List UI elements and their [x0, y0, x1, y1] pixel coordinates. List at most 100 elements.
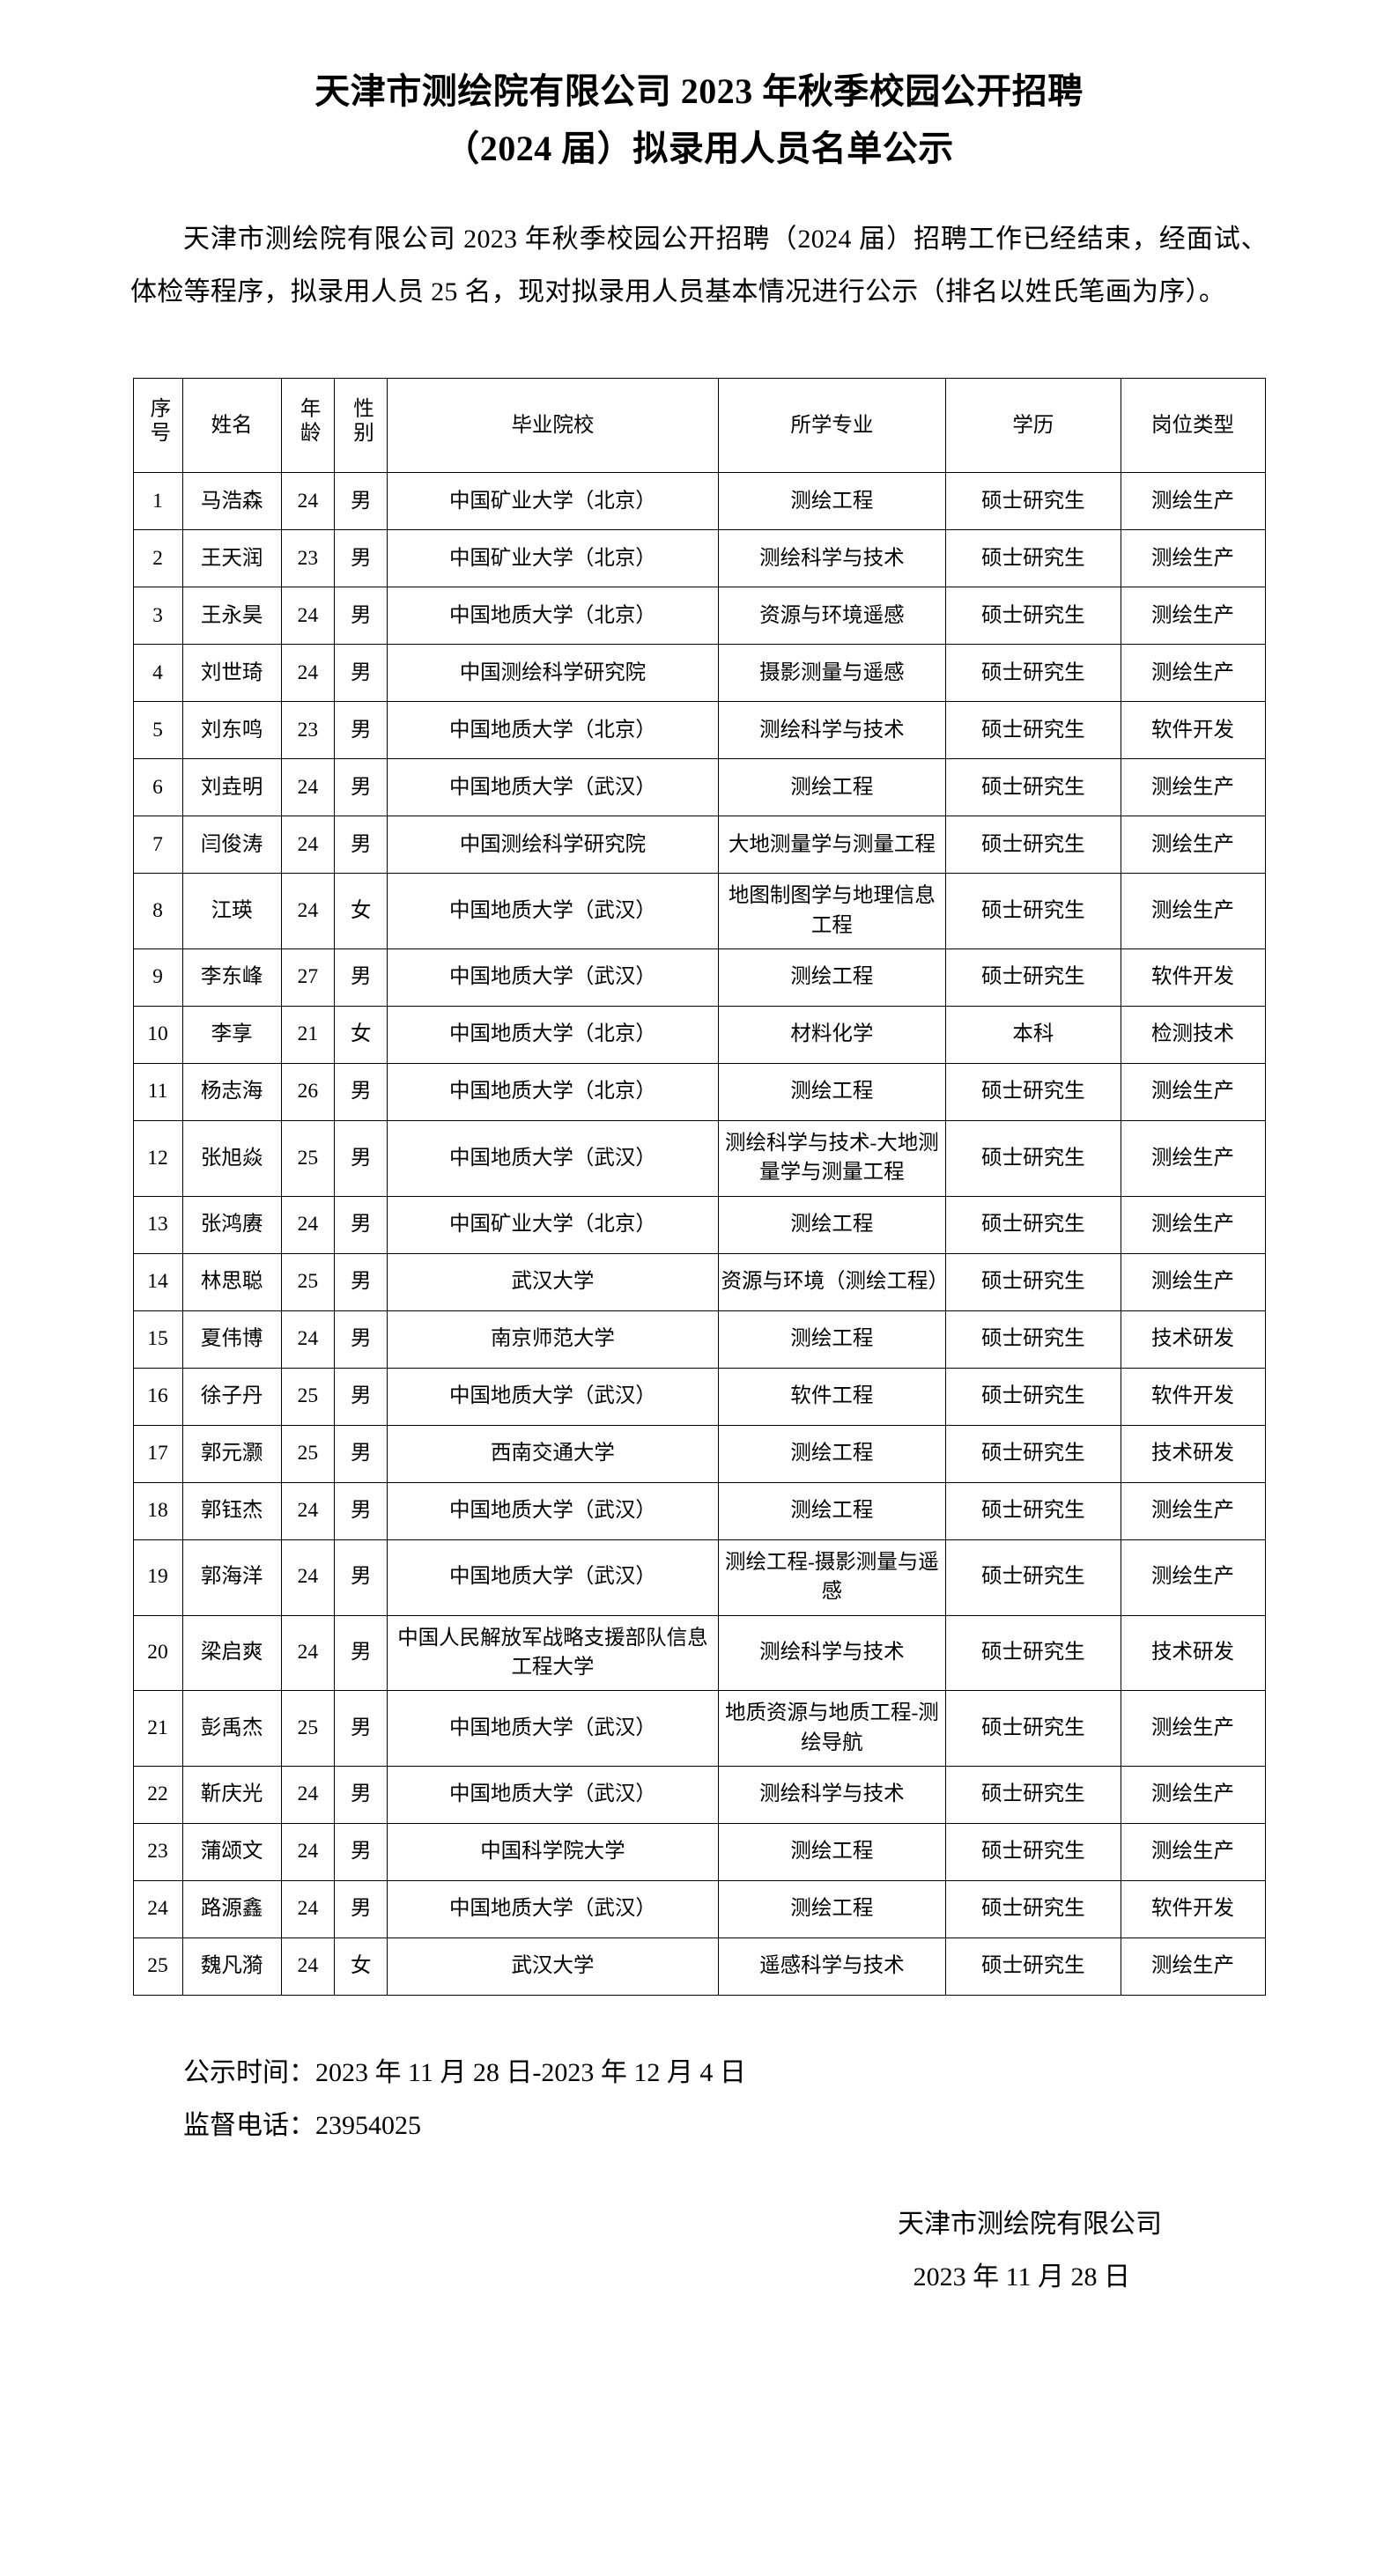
cell-major: 测绘工程	[717, 1481, 947, 1540]
intro-paragraph: 天津市测绘院有限公司 2023 年秋季校园公开招聘（2024 届）招聘工作已经结…	[130, 224, 1268, 307]
cell-name: 张鸿赓	[181, 1195, 282, 1254]
column-header-degree: 学历	[945, 378, 1121, 474]
cell-age: 25	[280, 1424, 336, 1483]
cell-index: 9	[132, 948, 183, 1008]
table-row: 6 刘垚明 24 男中国地质大学（武汉） 测绘工程 硕士研究生 测绘生产	[132, 758, 1266, 817]
table-row: 25 魏凡漪 24 女武汉大学 遥感科学与技术 硕士研究生 测绘生产	[132, 1937, 1266, 1996]
cell-post: 测绘生产	[1120, 873, 1266, 950]
cell-name: 马浩森	[181, 472, 282, 531]
cell-name: 梁启爽	[181, 1614, 282, 1692]
cell-sex: 男	[334, 472, 388, 531]
cell-index: 14	[132, 1252, 183, 1311]
cell-major: 测绘工程	[717, 1879, 947, 1938]
table-row: 24 路源鑫 24 男中国地质大学（武汉） 测绘工程 硕士研究生 软件开发	[132, 1879, 1266, 1938]
cell-age: 25	[280, 1690, 336, 1767]
table-row: 7 闫俊涛 24 男中国测绘科学研究院 大地测量学与测量工程 硕士研究生 测绘生产	[132, 816, 1266, 875]
table-row: 23 蒲颂文 24 男中国科学院大学 测绘工程 硕士研究生 测绘生产	[132, 1822, 1266, 1881]
table-row: 8 江瑛 24 女中国地质大学（武汉） 地图制图学与地理信息工程 硕士研究生 测绘生产	[132, 873, 1266, 950]
cell-degree: 硕士研究生	[945, 1310, 1121, 1369]
column-header-index: 序号	[132, 378, 183, 474]
cell-major: 资源与环境遥感	[717, 587, 947, 646]
cell-sex: 男	[334, 1252, 388, 1311]
cell-major: 测绘工程	[717, 1424, 947, 1483]
cell-major: 测绘工程	[717, 472, 947, 531]
cell-age: 24	[280, 1765, 336, 1824]
cell-sex: 男	[334, 1310, 388, 1369]
cell-age: 24	[280, 644, 336, 703]
column-header-post: 岗位类型	[1120, 378, 1266, 474]
cell-sex: 男	[334, 1822, 388, 1881]
signature-block: 天津市测绘院有限公司 2023 年 11 月 28 日	[130, 2198, 1268, 2304]
cell-index: 3	[132, 587, 183, 646]
cell-age: 23	[280, 529, 336, 588]
table-row: 12 张旭焱 25 男中国地质大学（武汉） 测绘科学与技术-大地测量学与测量工程 硕士研究…	[132, 1120, 1266, 1197]
cell-name: 刘世琦	[181, 644, 282, 703]
cell-major: 测绘科学与技术	[717, 1765, 947, 1824]
cell-sex: 男	[334, 587, 388, 646]
cell-index: 8	[132, 873, 183, 950]
cell-name: 蒲颂文	[181, 1822, 282, 1881]
cell-degree: 硕士研究生	[945, 1195, 1121, 1254]
cell-major: 材料化学	[717, 1006, 947, 1065]
cell-age: 24	[280, 758, 336, 817]
column-header-age-label: 年龄	[296, 396, 320, 446]
cell-index: 17	[132, 1424, 183, 1483]
column-header-major-label: 所学专业	[790, 413, 874, 437]
cell-name: 徐子丹	[181, 1367, 282, 1426]
cell-index: 19	[132, 1539, 183, 1616]
table-row: 2 王天润 23 男中国矿业大学（北京） 测绘科学与技术 硕士研究生 测绘生产	[132, 529, 1266, 588]
cell-sex: 男	[334, 758, 388, 817]
cell-post: 测绘生产	[1120, 1937, 1266, 1996]
cell-school: 中国测绘科学研究院	[387, 816, 719, 875]
cell-school: 中国地质大学（北京）	[387, 1063, 719, 1122]
roster-table: 序号 姓名 年龄 性别 毕业院校 所学专业 学历 岗位类型 1 马浩森 24 男中国矿…	[132, 378, 1266, 1996]
roster-table-head: 序号 姓名 年龄 性别 毕业院校 所学专业 学历 岗位类型	[132, 378, 1266, 474]
cell-school: 中国矿业大学（北京）	[387, 1195, 719, 1254]
cell-name: 郭钰杰	[181, 1481, 282, 1540]
cell-name: 李东峰	[181, 948, 282, 1008]
cell-degree: 硕士研究生	[945, 1614, 1121, 1692]
cell-school: 中国测绘科学研究院	[387, 644, 719, 703]
cell-degree: 本科	[945, 1006, 1121, 1065]
table-row: 11 杨志海 26 男中国地质大学（北京） 测绘工程 硕士研究生 测绘生产	[132, 1063, 1266, 1122]
column-header-school-label: 毕业院校	[511, 413, 595, 437]
cell-school: 西南交通大学	[387, 1424, 719, 1483]
roster-table-body: 1 马浩森 24 男中国矿业大学（北京） 测绘工程 硕士研究生 测绘生产 2 王天润 23 男中国矿…	[132, 472, 1266, 1996]
cell-post: 测绘生产	[1120, 1539, 1266, 1616]
cell-name: 闫俊涛	[181, 816, 282, 875]
column-header-name-label: 姓名	[211, 413, 253, 437]
cell-age: 24	[280, 587, 336, 646]
cell-age: 25	[280, 1252, 336, 1311]
cell-age: 27	[280, 948, 336, 1008]
column-header-age: 年龄	[280, 378, 336, 474]
cell-school: 中国地质大学（武汉）	[387, 1481, 719, 1540]
cell-age: 25	[280, 1120, 336, 1197]
cell-major: 测绘工程	[717, 1063, 947, 1122]
cell-post: 测绘生产	[1120, 1195, 1266, 1254]
cell-post: 测绘生产	[1120, 1481, 1266, 1540]
table-row: 20 梁启爽 24 男中国人民解放军战略支援部队信息工程大学 测绘科学与技术 硕士研究生技…	[132, 1614, 1266, 1692]
cell-degree: 硕士研究生	[945, 1937, 1121, 1996]
cell-degree: 硕士研究生	[945, 1252, 1121, 1311]
cell-name: 杨志海	[181, 1063, 282, 1122]
cell-age: 24	[280, 1195, 336, 1254]
cell-school: 中国地质大学（武汉）	[387, 1367, 719, 1426]
cell-sex: 男	[334, 1195, 388, 1254]
cell-name: 彭禹杰	[181, 1690, 282, 1767]
roster-table-container: 序号 姓名 年龄 性别 毕业院校 所学专业 学历 岗位类型 1 马浩森 24 男中国矿…	[132, 378, 1266, 1996]
cell-school: 中国矿业大学（北京）	[387, 529, 719, 588]
table-row: 13 张鸿赓 24 男中国矿业大学（北京） 测绘工程 硕士研究生 测绘生产	[132, 1195, 1266, 1254]
cell-school: 中国地质大学（武汉）	[387, 1120, 719, 1197]
cell-post: 软件开发	[1120, 1879, 1266, 1938]
table-row: 18 郭钰杰 24 男中国地质大学（武汉） 测绘工程 硕士研究生 测绘生产	[132, 1481, 1266, 1540]
cell-index: 7	[132, 816, 183, 875]
publicity-period: 公示时间：2023 年 11 月 28 日-2023 年 12 月 4 日	[183, 2057, 746, 2087]
cell-age: 24	[280, 1937, 336, 1996]
page-title: 天津市测绘院有限公司 2023 年秋季校园公开招聘 （2024 届）拟录用人员名…	[0, 0, 1398, 178]
cell-degree: 硕士研究生	[945, 1690, 1121, 1767]
cell-post: 软件开发	[1120, 701, 1266, 760]
cell-name: 王天润	[181, 529, 282, 588]
column-header-sex: 性别	[334, 378, 388, 474]
cell-post: 技术研发	[1120, 1614, 1266, 1692]
cell-degree: 硕士研究生	[945, 1879, 1121, 1938]
